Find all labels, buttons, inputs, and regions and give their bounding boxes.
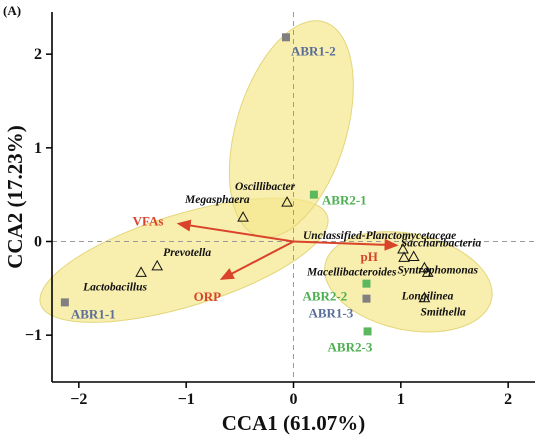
y-tick-label: 0 xyxy=(34,233,42,250)
species-marker xyxy=(135,266,147,277)
sample-marker xyxy=(362,294,371,303)
sample-label: ABR1-3 xyxy=(308,306,353,321)
species-marker xyxy=(418,291,431,303)
species-marker xyxy=(237,211,249,222)
plot-axes: −2 −1 0 1 2 −1 0 1 2 CCA1 (61.07%) CCA2 (17.23%) xyxy=(3,12,535,435)
species-label: Saccharibacteria xyxy=(401,237,482,249)
env-vector-label: pH xyxy=(361,249,378,264)
env-vector-ph xyxy=(293,238,399,251)
x-axis-title: CCA1 (61.07%) xyxy=(222,411,365,435)
sample-points: ABR1-1 ABR1-2 ABR1-3 ABR2-1 ABR2-2 ABR2-3 xyxy=(60,33,373,354)
species-marker xyxy=(398,251,410,262)
sample-label: ABR1-1 xyxy=(71,306,116,321)
species-marker xyxy=(397,242,409,254)
sample-marker xyxy=(60,298,69,307)
sample-label: ABR2-3 xyxy=(328,339,373,354)
species-label: Unclassified-Planctomycetaceae xyxy=(303,230,456,242)
species-label: Smithella xyxy=(420,307,466,319)
species-label: Megasphaera xyxy=(184,194,250,206)
y-tick-label: 1 xyxy=(34,140,42,157)
env-vector-label: ORP xyxy=(194,289,222,304)
zero-reference-lines xyxy=(52,12,535,382)
environment-vectors: VFAs ORP pH xyxy=(133,214,399,304)
sample-marker xyxy=(363,327,372,336)
species-label: Prevotella xyxy=(163,247,211,259)
sample-label: ABR1-2 xyxy=(291,43,336,58)
species-marker xyxy=(407,250,420,261)
x-tick-label: 2 xyxy=(504,391,512,408)
species-label: Macellibacteroides xyxy=(306,266,397,278)
sample-marker xyxy=(362,279,371,288)
species-label: Longilinea xyxy=(401,290,454,302)
y-tick-label: −1 xyxy=(25,327,42,344)
group-ellipses xyxy=(39,20,493,333)
sample-label: ABR2-2 xyxy=(302,289,347,304)
species-marker xyxy=(281,196,293,207)
species-marker xyxy=(421,266,434,277)
x-tick-label: 0 xyxy=(290,391,298,408)
species-label: Syntrophomonas xyxy=(397,265,478,277)
x-tick-label: −2 xyxy=(70,391,87,408)
sample-marker xyxy=(281,33,290,42)
x-tick-label: 1 xyxy=(397,391,405,408)
sample-marker xyxy=(309,190,318,199)
species-label: Lactobacillus xyxy=(82,281,147,293)
y-tick-label: 2 xyxy=(34,46,42,63)
env-vector-vfas xyxy=(176,219,294,243)
group-ellipse-right xyxy=(324,231,493,333)
x-tick-label: −1 xyxy=(178,391,195,408)
species-marker xyxy=(418,261,431,273)
species-marker xyxy=(151,259,164,271)
env-vector-orp xyxy=(219,240,294,280)
panel-label: (A) xyxy=(3,3,22,18)
y-axis-title: CCA2 (17.23%) xyxy=(3,125,27,268)
sample-label: ABR2-1 xyxy=(322,193,367,208)
env-vector-label: VFAs xyxy=(133,214,164,229)
species-label: Oscillibacter xyxy=(235,181,296,193)
